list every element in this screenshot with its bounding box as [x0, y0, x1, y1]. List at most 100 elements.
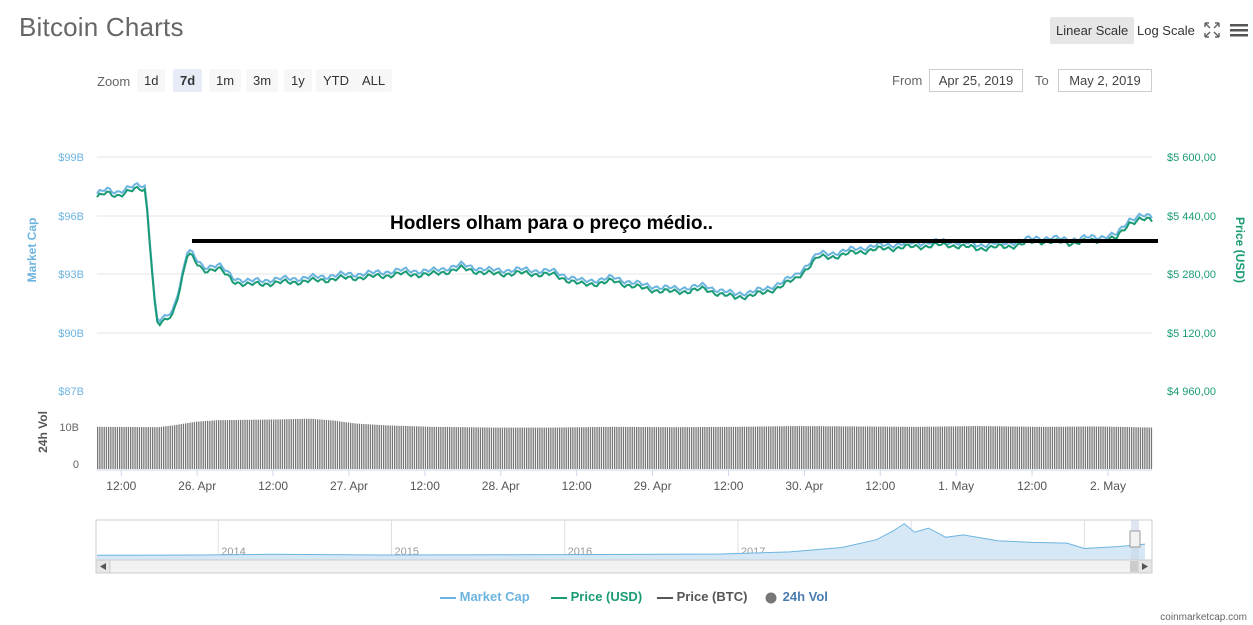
volume-bar — [383, 425, 385, 469]
volume-bar — [488, 427, 490, 469]
navigator-scrollbar[interactable] — [95, 559, 1153, 574]
volume-bar — [286, 419, 288, 469]
volume-bar — [596, 427, 598, 469]
volume-bar — [858, 426, 860, 469]
volume-bar — [884, 426, 886, 469]
zoom-3m-button[interactable]: 3m — [246, 69, 279, 92]
volume-bar — [622, 426, 625, 469]
volume-bar — [605, 426, 607, 469]
zoom-1d-button[interactable]: 1d — [137, 69, 166, 92]
volume-bar — [783, 426, 785, 469]
volume-bar — [1135, 427, 1137, 469]
volume-bar — [990, 426, 992, 469]
volume-bar — [618, 426, 620, 469]
scroll-right-arrow-icon — [1142, 563, 1148, 570]
volume-bar — [211, 420, 213, 469]
volume-bar — [831, 426, 834, 469]
legend-price-btc[interactable]: Price (BTC) — [657, 589, 747, 604]
volume-bar — [1073, 426, 1076, 469]
volume-bar — [237, 419, 240, 469]
volume-bar — [391, 425, 394, 469]
volume-bar — [972, 426, 974, 469]
volume-bar — [796, 426, 798, 469]
x-tick-label: 12:00 — [562, 479, 592, 493]
volume-tick-label: 0 — [73, 459, 79, 471]
volume-bar — [677, 427, 680, 469]
volume-bar — [440, 426, 442, 469]
volume-bar — [512, 427, 515, 469]
volume-bar — [759, 426, 761, 469]
volume-bar — [730, 426, 732, 469]
volume-bar — [97, 426, 99, 469]
volume-bar — [794, 426, 796, 469]
hamburger-menu-icon[interactable] — [1230, 22, 1248, 43]
volume-bar — [904, 426, 906, 469]
volume-bar — [827, 426, 829, 469]
volume-bar — [570, 427, 572, 469]
volume-bar — [768, 426, 770, 469]
volume-bar — [479, 427, 482, 469]
legend-market-cap[interactable]: Market Cap — [440, 589, 530, 604]
zoom-ytd-button[interactable]: YTD — [316, 69, 356, 92]
volume-bar — [748, 426, 750, 469]
volume-bar — [902, 426, 904, 469]
right-tick-label: $5 440,00 — [1167, 211, 1216, 223]
credit-link[interactable]: coinmarketcap.com — [1160, 612, 1247, 623]
volume-bar — [666, 427, 669, 469]
from-date-input[interactable]: Apr 25, 2019 — [929, 69, 1023, 92]
volume-bar — [713, 427, 715, 469]
linear-scale-button[interactable]: Linear Scale — [1050, 17, 1135, 44]
log-scale-button[interactable]: Log Scale — [1137, 23, 1195, 38]
volume-bar — [108, 426, 110, 469]
volume-bar — [303, 418, 306, 469]
volume-bar — [1012, 426, 1014, 469]
expand-icon[interactable] — [1204, 22, 1220, 43]
volume-bar — [185, 423, 187, 469]
volume-bar — [600, 427, 603, 469]
volume-bar — [1021, 426, 1023, 469]
navigator-area — [97, 523, 1145, 560]
volume-bar — [178, 424, 180, 469]
legend-24h-vol[interactable]: 24h Vol — [765, 589, 828, 604]
to-date-input[interactable]: May 2, 2019 — [1058, 69, 1152, 92]
volume-bar — [202, 421, 204, 469]
volume-bar — [880, 426, 882, 469]
volume-bar — [719, 426, 721, 469]
scrollbar-thumb[interactable] — [1130, 561, 1138, 572]
volume-bar — [1023, 426, 1025, 469]
volume-bar — [387, 425, 389, 469]
volume-bar — [1062, 426, 1065, 469]
volume-bar — [174, 425, 176, 469]
volume-bar — [226, 420, 229, 469]
zoom-all-button[interactable]: ALL — [355, 69, 393, 92]
volume-bar — [323, 419, 325, 469]
volume-bar — [937, 426, 939, 469]
volume-bar — [264, 419, 266, 469]
volume-bar — [495, 427, 497, 469]
volume-bar — [754, 426, 757, 469]
volume-bar — [504, 427, 506, 469]
volume-axis-title: 24h Vol — [36, 411, 50, 453]
volume-bar — [642, 427, 644, 469]
volume-bar — [750, 426, 752, 469]
volume-bar — [816, 426, 818, 469]
volume-bar — [845, 426, 847, 469]
navigator-handle[interactable] — [1129, 530, 1141, 548]
legend-price-usd[interactable]: Price (USD) — [551, 589, 642, 604]
volume-bar — [297, 419, 299, 469]
volume-bar — [1045, 426, 1047, 469]
zoom-7d-button[interactable]: 7d — [173, 69, 203, 92]
zoom-1m-button[interactable]: 1m — [209, 69, 242, 92]
volume-bar — [308, 418, 310, 469]
volume-bar — [209, 420, 211, 469]
volume-bar — [455, 427, 457, 469]
volume-bar — [944, 426, 946, 469]
zoom-1y-button[interactable]: 1y — [284, 69, 312, 92]
volume-bar — [526, 427, 528, 469]
volume-bar — [915, 426, 917, 469]
volume-bar — [823, 426, 825, 469]
volume-bar — [1065, 426, 1067, 469]
volume-bar — [838, 426, 840, 469]
volume-bar — [400, 425, 402, 469]
